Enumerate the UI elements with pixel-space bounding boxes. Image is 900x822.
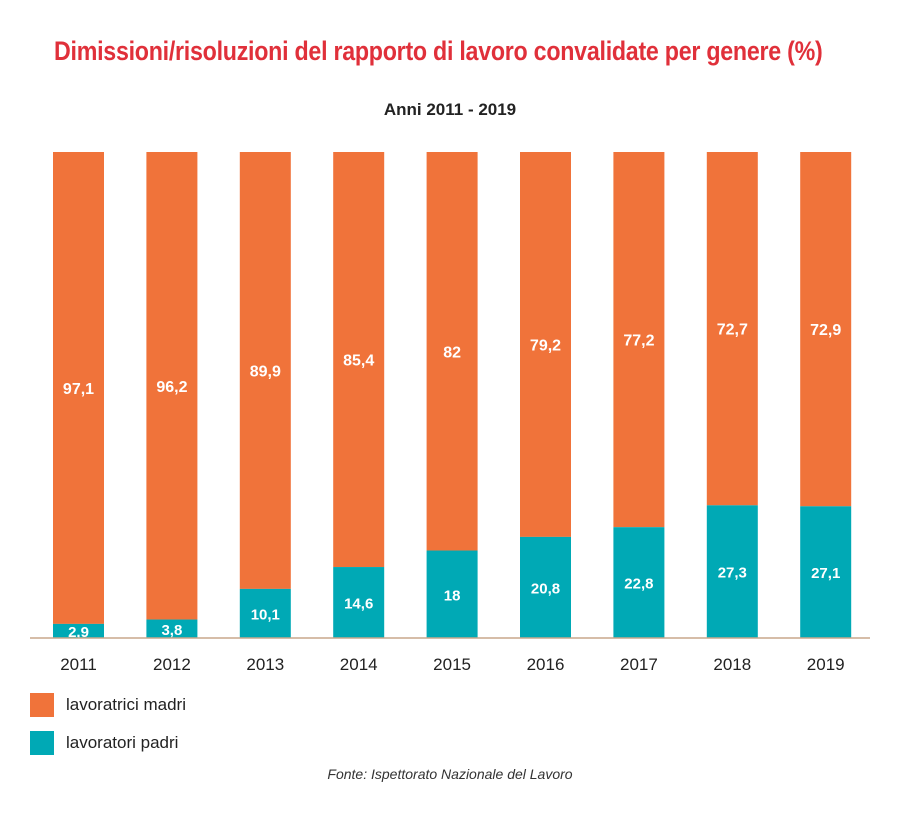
bar-madri-2014 — [333, 152, 385, 568]
label-padri-2014: 14,6 — [344, 596, 373, 613]
legend-item-padri: lavoratori padri — [30, 731, 178, 755]
x-tick-2015: 2015 — [433, 655, 471, 674]
bar-padri-2011 — [53, 623, 104, 638]
label-padri-2011: 2,9 — [68, 624, 89, 641]
bar-padri-2019 — [800, 506, 852, 638]
x-tick-2011: 2011 — [60, 655, 97, 674]
bar-padri-2017 — [613, 527, 665, 638]
x-tick-2017: 2017 — [620, 655, 658, 674]
bar-padri-2018 — [706, 505, 758, 638]
label-madri-2013: 89,9 — [250, 363, 281, 380]
legend-label-madri: lavoratrici madri — [66, 695, 186, 714]
label-padri-2017: 22,8 — [624, 576, 653, 593]
legend-swatch-madri — [30, 693, 54, 717]
x-tick-2012: 2012 — [153, 655, 191, 674]
chart-title: Dimissioni/risoluzioni del rapporto di l… — [54, 36, 823, 66]
label-madri-2016: 79,2 — [530, 337, 561, 354]
bar-madri-2013 — [239, 152, 291, 589]
label-madri-2018: 72,7 — [717, 322, 748, 339]
bar-madri-2018 — [706, 152, 758, 506]
label-padri-2013: 10,1 — [251, 606, 280, 623]
label-madri-2012: 96,2 — [156, 379, 187, 396]
label-madri-2011: 97,1 — [63, 381, 94, 398]
bar-madri-2012 — [146, 152, 198, 620]
bar-padri-2012 — [146, 619, 198, 638]
label-padri-2016: 20,8 — [531, 580, 560, 597]
source-note: Fonte: Ispettorato Nazionale del Lavoro — [327, 766, 573, 782]
chart-subtitle: Anni 2011 - 2019 — [383, 100, 517, 119]
stacked-bar-chart: 97,1 2,9 96,2 3,8 89,9 10,1 85,4 14,6 82 18 79,2 20… — [30, 152, 870, 674]
bar-padri-2015 — [426, 550, 478, 638]
label-padri-2012: 3,8 — [161, 622, 182, 639]
bar-madri-2015 — [426, 152, 478, 551]
bar-padri-2013 — [239, 588, 291, 638]
label-padri-2018: 27,3 — [718, 565, 747, 582]
legend-swatch-padri — [30, 731, 54, 755]
bar-madri-2016 — [520, 152, 571, 537]
bars-group: 97,1 2,9 96,2 3,8 89,9 10,1 85,4 14,6 82 18 79,2 20… — [53, 152, 852, 641]
label-madri-2015: 82 — [443, 344, 461, 361]
bar-padri-2016 — [520, 536, 571, 638]
bar-madri-2019 — [800, 152, 852, 507]
x-tick-labels: 2011 2012 2013 2014 2015 2016 2017 2018 2019 — [60, 655, 844, 674]
x-tick-2019: 2019 — [807, 655, 845, 674]
label-madri-2014: 85,4 — [343, 353, 374, 370]
x-tick-2016: 2016 — [527, 655, 565, 674]
label-madri-2017: 77,2 — [623, 333, 654, 350]
x-tick-2013: 2013 — [246, 655, 284, 674]
bar-padri-2014 — [333, 567, 385, 638]
x-tick-2014: 2014 — [340, 655, 378, 674]
bar-madri-2017 — [613, 152, 665, 528]
legend-label-padri: lavoratori padri — [66, 733, 179, 752]
bar-madri-2011 — [53, 152, 104, 624]
legend-item-madri: lavoratrici madri — [30, 693, 186, 717]
label-padri-2015: 18 — [444, 587, 461, 604]
x-tick-2018: 2018 — [713, 655, 751, 674]
label-madri-2019: 72,9 — [810, 322, 841, 339]
label-padri-2019: 27,1 — [811, 565, 840, 582]
